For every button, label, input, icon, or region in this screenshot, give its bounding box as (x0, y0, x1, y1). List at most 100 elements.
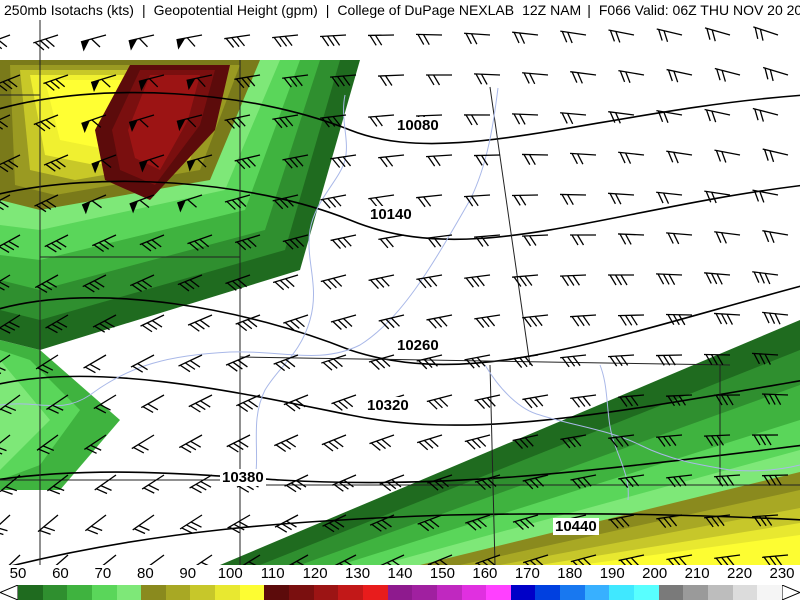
wind-barb (751, 353, 778, 365)
legend-swatch-2 (67, 585, 92, 600)
legend-swatch-30 (757, 585, 782, 600)
wind-barb (656, 435, 683, 447)
legend-swatch-21 (535, 585, 560, 600)
legend-tick-160: 160 (472, 565, 497, 582)
legend-swatch-14 (363, 585, 388, 600)
wind-barb (512, 195, 538, 206)
wind-barb (762, 555, 789, 565)
wind-barb (189, 395, 217, 416)
wind-barb (369, 435, 397, 453)
wind-barb (35, 275, 63, 296)
wind-barb (475, 395, 503, 410)
wind-barb (560, 435, 587, 449)
wind-barb (0, 515, 17, 540)
wind-barb (751, 190, 778, 205)
wind-barb (750, 108, 778, 124)
wind-barb (378, 235, 405, 249)
wind-barb (283, 315, 311, 333)
wind-barb (368, 195, 395, 209)
wind-barb (465, 515, 493, 533)
wind-barb (0, 155, 24, 175)
wind-barb (560, 194, 586, 205)
wind-barb (226, 355, 254, 374)
wind-barb (187, 235, 215, 253)
wind-barb (570, 395, 597, 408)
wind-barb (92, 235, 120, 255)
wind-barb (464, 355, 491, 370)
header-part1: 250mb Isotachs (kts) (4, 2, 134, 18)
wind-barb (141, 315, 169, 335)
legend-tick-50: 50 (10, 565, 27, 582)
wind-barb (704, 354, 730, 365)
wind-barb (474, 74, 500, 85)
wind-barb (465, 435, 493, 451)
wind-barb (44, 155, 72, 174)
wind-barb (656, 274, 682, 285)
wind-barb (416, 195, 443, 208)
wind-barb (0, 75, 24, 94)
wind-barb (283, 235, 311, 251)
wind-barb (235, 235, 263, 252)
header-model: 12Z NAM (522, 2, 581, 18)
wind-barb (427, 395, 455, 411)
wind-barb (561, 515, 589, 531)
wind-barb (321, 275, 349, 291)
wind-barb (512, 114, 538, 125)
wind-barb (323, 515, 351, 535)
wind-barb (559, 113, 586, 125)
legend-swatch-22 (560, 585, 585, 600)
wind-barb (33, 35, 61, 52)
wind-barb (0, 115, 14, 135)
legend-swatch-20 (511, 585, 536, 600)
wind-barb (665, 151, 692, 165)
wind-barb (560, 355, 587, 368)
legend-swatch-4 (117, 585, 142, 600)
wind-barb (284, 395, 312, 414)
wind-barb (714, 475, 741, 487)
wind-barb (45, 235, 73, 256)
legend-swatch-15 (388, 585, 413, 600)
legend-swatch-1 (43, 585, 68, 600)
wind-barb (332, 475, 360, 494)
legend-tick-170: 170 (515, 565, 540, 582)
wind-barb (618, 315, 644, 326)
legend-swatch-28 (708, 585, 733, 600)
wind-barb (618, 395, 645, 407)
legend-swatch-10 (264, 585, 289, 600)
isotach-legend[interactable]: 50 60 70 80 90 100 110 120 130 140 150 160 170 180 190… (0, 565, 800, 600)
wind-barb (656, 355, 682, 366)
legend-tick-60: 60 (52, 565, 69, 582)
wind-barb (571, 555, 599, 565)
legend-swatch-9 (240, 585, 265, 600)
wind-barb (48, 555, 74, 565)
wind-barb (285, 555, 313, 565)
legend-tick-80: 80 (137, 565, 154, 582)
wind-barb (522, 395, 549, 409)
wind-barb (0, 315, 25, 337)
wind-barb (139, 75, 167, 91)
wind-barb (320, 115, 347, 128)
wind-barb (285, 475, 313, 495)
wind-barb (273, 275, 301, 292)
wind-barb (428, 555, 456, 565)
wind-barb (762, 475, 788, 486)
wind-barb (704, 515, 731, 528)
legend-swatch-29 (733, 585, 758, 600)
legend-arrow-left (0, 585, 18, 600)
wind-barb (618, 475, 645, 489)
wind-barb (523, 475, 551, 491)
wind-barb (95, 475, 122, 498)
wind-barb (227, 435, 255, 456)
wind-barb (426, 155, 453, 167)
wind-barb (523, 555, 551, 565)
wind-barb (133, 515, 160, 538)
wind-barb (702, 110, 730, 125)
wind-barb (511, 32, 538, 45)
isotach-map[interactable]: 10080 10140 10260 10320 10380 10440 (0, 20, 800, 565)
wind-barb (0, 195, 15, 216)
wind-barb (142, 475, 169, 497)
legend-tick-110: 110 (261, 565, 285, 582)
wind-barb (331, 315, 359, 332)
legend-swatch-12 (314, 585, 339, 600)
legend-tick-70: 70 (95, 565, 112, 582)
